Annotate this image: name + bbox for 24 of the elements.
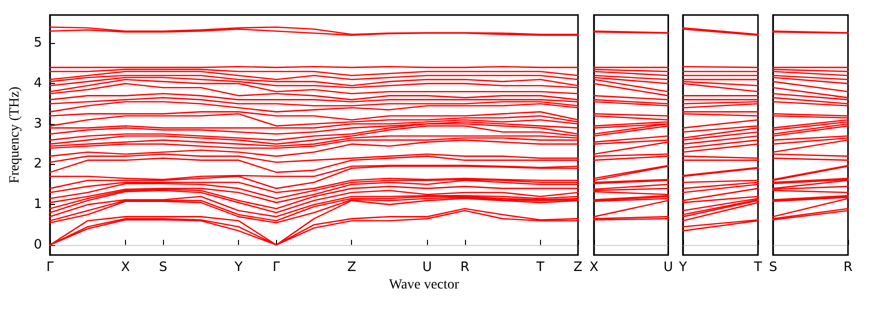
x-tick-label: R — [843, 260, 853, 275]
x-axis-title: Wave vector — [389, 278, 460, 292]
x-tick-label: U — [663, 260, 673, 275]
x-tick-label: S — [159, 260, 168, 275]
x-tick-label: X — [590, 260, 599, 275]
y-axis-title: Frequency (THz) — [8, 86, 22, 184]
x-tick-label: Γ — [46, 260, 54, 275]
x-tick-label: Z — [574, 260, 583, 275]
y-tick-label: 0 — [34, 237, 42, 252]
x-tick-label: Y — [678, 260, 688, 275]
x-tick-label: T — [753, 260, 762, 275]
x-tick-label: R — [460, 260, 470, 275]
x-tick-label: S — [768, 260, 778, 275]
x-tick-label: X — [120, 260, 130, 275]
y-tick-label: 2 — [34, 156, 42, 172]
x-tick-label: T — [535, 260, 544, 275]
y-tick-label: 1 — [34, 197, 42, 212]
x-tick-label: U — [422, 260, 432, 275]
y-tick-label: 4 — [34, 76, 42, 92]
x-tick-label: Γ — [272, 260, 281, 275]
y-tick-label: 3 — [34, 116, 42, 132]
x-tick-label: Y — [234, 260, 243, 275]
x-tick-label: Z — [347, 260, 356, 275]
y-tick-label: 5 — [34, 36, 42, 51]
